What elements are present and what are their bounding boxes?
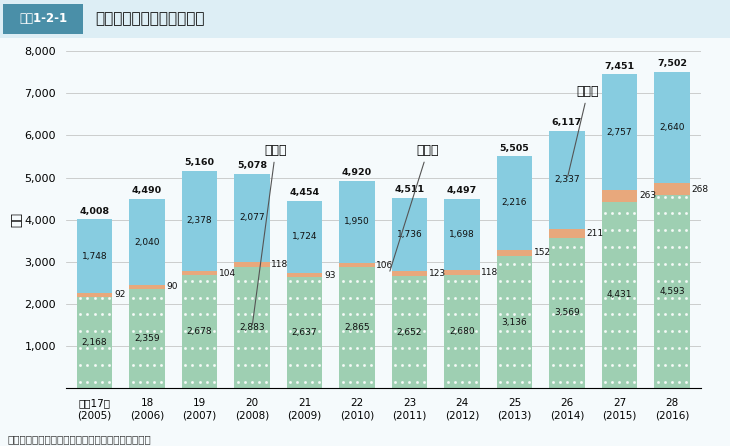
Bar — [496, 157, 532, 250]
Text: 118: 118 — [272, 260, 288, 268]
Text: 5,078: 5,078 — [237, 161, 267, 170]
Bar — [129, 289, 165, 388]
Text: 図表1-2-1: 図表1-2-1 — [19, 12, 67, 25]
Text: 104: 104 — [219, 268, 236, 277]
Text: 4,454: 4,454 — [290, 188, 320, 197]
Text: 農林水産物・食品の輸出額: 農林水産物・食品の輸出額 — [95, 11, 204, 26]
Text: 2,757: 2,757 — [607, 128, 632, 137]
Text: 6,117: 6,117 — [552, 118, 582, 127]
Text: 2,168: 2,168 — [82, 338, 107, 347]
Text: 5,160: 5,160 — [185, 158, 215, 167]
Bar — [392, 198, 427, 271]
Bar — [339, 268, 374, 388]
Text: 118: 118 — [481, 268, 499, 277]
Bar — [496, 250, 532, 256]
Bar — [287, 201, 323, 273]
Text: 2,678: 2,678 — [187, 327, 212, 336]
Text: 2,652: 2,652 — [396, 328, 422, 337]
Bar — [392, 271, 427, 277]
Text: 4,920: 4,920 — [342, 168, 372, 177]
Text: 4,431: 4,431 — [607, 290, 632, 299]
Text: 2,077: 2,077 — [239, 214, 265, 223]
Bar — [602, 190, 637, 202]
Text: 7,451: 7,451 — [604, 62, 634, 70]
Text: 3,569: 3,569 — [554, 308, 580, 318]
Bar — [444, 275, 480, 388]
Bar — [234, 267, 270, 388]
Text: 1,724: 1,724 — [292, 232, 318, 241]
Text: 4,593: 4,593 — [659, 287, 685, 296]
Text: 268: 268 — [691, 185, 709, 194]
Text: 資料：財務省「貿易統計」を基に農林水産省で作成: 資料：財務省「貿易統計」を基に農林水産省で作成 — [7, 434, 151, 444]
Bar — [444, 199, 480, 270]
Text: 2,883: 2,883 — [239, 323, 265, 332]
Bar — [549, 238, 585, 388]
Text: 90: 90 — [166, 282, 178, 291]
Text: 2,337: 2,337 — [554, 175, 580, 184]
Text: 4,490: 4,490 — [132, 186, 162, 195]
Text: 211: 211 — [586, 229, 604, 238]
Bar — [77, 297, 112, 388]
Bar — [182, 271, 218, 275]
Text: 3,136: 3,136 — [502, 318, 527, 326]
Bar — [654, 195, 690, 388]
Text: 4,497: 4,497 — [447, 186, 477, 195]
Text: 2,865: 2,865 — [344, 323, 370, 332]
Bar — [654, 183, 690, 195]
Text: 152: 152 — [534, 248, 551, 257]
Text: 2,216: 2,216 — [502, 198, 527, 207]
Text: 2,359: 2,359 — [134, 334, 160, 343]
Text: 1,698: 1,698 — [449, 230, 474, 239]
Text: 92: 92 — [114, 290, 126, 299]
Bar — [339, 263, 374, 268]
Bar — [3, 4, 83, 34]
Bar — [549, 229, 585, 238]
Bar — [234, 174, 270, 262]
Bar — [496, 256, 532, 388]
Text: 2,378: 2,378 — [187, 216, 212, 225]
Bar — [287, 277, 323, 388]
Text: 4,511: 4,511 — [394, 186, 425, 194]
Text: 2,637: 2,637 — [292, 328, 318, 337]
Text: 2,680: 2,680 — [449, 327, 474, 336]
Text: 263: 263 — [639, 191, 656, 201]
Y-axis label: 億円: 億円 — [10, 212, 23, 227]
Bar — [77, 219, 112, 293]
Bar — [654, 72, 690, 183]
Bar — [234, 262, 270, 267]
Bar — [444, 270, 480, 275]
Text: 93: 93 — [324, 271, 336, 280]
Text: 2,040: 2,040 — [134, 238, 160, 247]
Bar — [287, 273, 323, 277]
Bar — [549, 131, 585, 229]
Bar — [129, 285, 165, 289]
Bar — [77, 293, 112, 297]
Text: 農産物: 農産物 — [253, 144, 287, 325]
Text: 4,008: 4,008 — [80, 206, 109, 215]
Bar — [602, 74, 637, 190]
Text: 1,736: 1,736 — [396, 230, 423, 239]
Bar — [182, 171, 218, 271]
Text: 7,502: 7,502 — [657, 59, 687, 69]
Bar — [129, 199, 165, 285]
Bar — [392, 277, 427, 388]
Text: 123: 123 — [429, 269, 446, 278]
Bar — [182, 275, 218, 388]
Text: 5,505: 5,505 — [499, 144, 529, 153]
Text: 林産物: 林産物 — [390, 144, 439, 271]
Bar — [339, 181, 374, 263]
Text: 水産物: 水産物 — [568, 85, 599, 177]
Text: 1,950: 1,950 — [344, 218, 370, 227]
Text: 106: 106 — [377, 261, 393, 270]
Bar — [602, 202, 637, 388]
Text: 2,640: 2,640 — [659, 124, 685, 132]
Text: 1,748: 1,748 — [82, 252, 107, 260]
